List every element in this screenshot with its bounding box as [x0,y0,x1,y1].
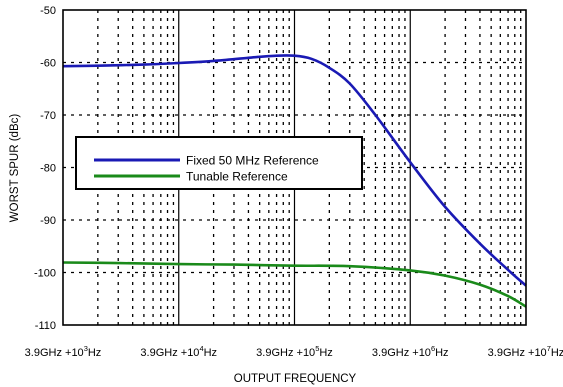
legend-box [75,136,363,190]
legend-label-tunable: Tunable Reference [186,170,288,184]
series-line-tunable [62,261,527,308]
grid [63,10,526,325]
x-tick-label: 3.9GHz +103Hz [25,344,102,359]
series-line-fixed-50mhz [62,54,527,287]
plot-frame [62,9,527,326]
x-tick-label: 3.9GHz +104Hz [140,344,217,359]
y-tick-labels: -50 -60 -70 -80 -90 -100 -110 [34,5,56,332]
y-tick-label: -70 [40,110,56,122]
y-tick-label: -90 [40,215,56,227]
x-axis-label: OUTPUT FREQUENCY [234,373,357,385]
x-tick-labels: 3.9GHz +103Hz 3.9GHz +104Hz 3.9GHz +105Hz 3… [25,344,563,359]
legend: Fixed 50 MHz Reference Tunable Reference [75,136,363,190]
y-tick-label: -60 [40,58,56,70]
y-tick-label: -80 [40,163,56,175]
y-tick-label: -100 [34,268,56,280]
y-tick-label: -110 [35,320,56,332]
x-tick-label: 3.9GHz +105Hz [256,344,333,359]
x-tick-label: 3.9GHz +107Hz [488,344,563,359]
x-tick-label: 3.9GHz +106Hz [372,344,449,359]
series-lines [62,54,527,308]
legend-label-fixed-50mhz: Fixed 50 MHz Reference [186,154,319,168]
y-axis-label: WORST SPUR (dBc) [9,114,21,223]
y-tick-label: -50 [40,5,56,17]
